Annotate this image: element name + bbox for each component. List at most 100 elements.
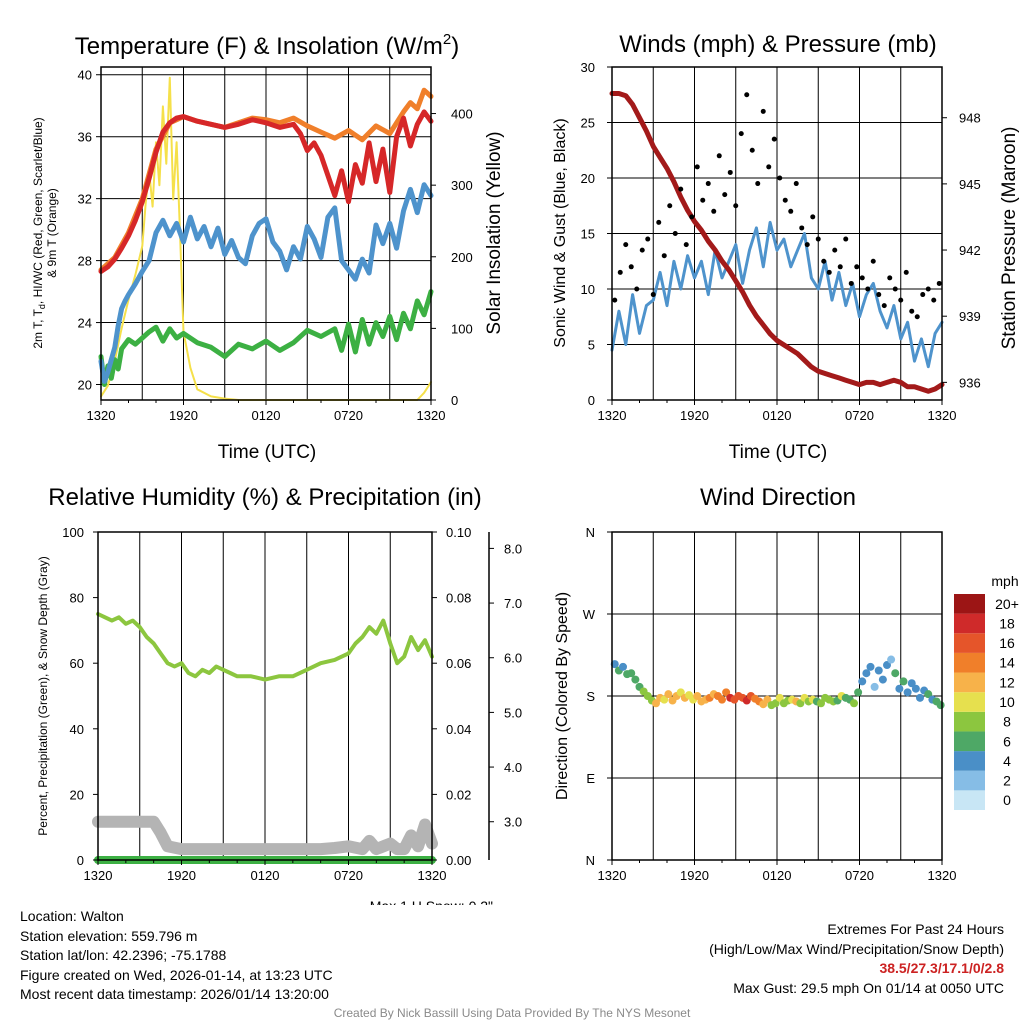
direction-point bbox=[903, 688, 912, 697]
x-tick-label: 1320 bbox=[598, 868, 627, 883]
y3-tick-label: 3.0 bbox=[504, 815, 522, 830]
y-tick-label: 10 bbox=[581, 282, 595, 297]
y2-tick-label: 0.00 bbox=[446, 853, 471, 868]
y-tick-label: 20 bbox=[581, 171, 595, 186]
y2-tick-label: 400 bbox=[451, 107, 473, 122]
direction-point bbox=[664, 690, 673, 699]
direction-point bbox=[619, 662, 627, 671]
direction-point bbox=[862, 669, 871, 678]
y3-tick-label: 8.0 bbox=[504, 541, 522, 556]
station-location: Location: Walton bbox=[20, 908, 124, 924]
direction-point bbox=[866, 662, 875, 671]
x-tick-label: 0120 bbox=[763, 868, 792, 883]
gust-dot bbox=[722, 192, 728, 198]
y-tick-label: 0 bbox=[588, 393, 595, 408]
y-tick-label: 32 bbox=[78, 192, 92, 207]
gust-dot bbox=[793, 181, 799, 187]
y-tick-label: 30 bbox=[581, 60, 595, 75]
direction-point bbox=[718, 695, 726, 704]
x-tick-label: 1320 bbox=[598, 408, 627, 423]
y-axis-label: Percent, Precipitation (Green), & Snow D… bbox=[36, 556, 50, 835]
colorbar-swatch bbox=[954, 652, 985, 673]
gust-dot bbox=[744, 92, 750, 98]
x-axis-label: Time (UTC) bbox=[218, 442, 317, 463]
figure-created: Figure created on Wed, 2026-01-14, at 13… bbox=[20, 966, 333, 983]
x-tick-label: 0120 bbox=[251, 868, 280, 883]
y2-axis-label: Station Pressure (Maroon) bbox=[999, 127, 1020, 350]
y2-tick-label: 942 bbox=[959, 243, 981, 258]
colorbar-swatch bbox=[954, 731, 985, 752]
y-tick-label: N bbox=[586, 853, 595, 868]
gust-dot bbox=[854, 264, 860, 270]
y-axis-label: 2m T, Td, HI/WC (Red, Green, Scarlet/Blu… bbox=[31, 117, 47, 348]
direction-point bbox=[899, 677, 908, 686]
gust-dot bbox=[716, 153, 722, 159]
x-tick-label: 0120 bbox=[763, 408, 792, 423]
colorbar-label: 8 bbox=[1003, 714, 1011, 730]
y-tick-label: 28 bbox=[78, 254, 92, 269]
gust-dot bbox=[909, 308, 915, 314]
colorbar-label: 20+ bbox=[995, 596, 1019, 612]
y-axis-label: Direction (Colored By Speed) bbox=[554, 592, 571, 800]
y-tick-label: 24 bbox=[78, 316, 92, 331]
y2-tick-label: 0.10 bbox=[446, 525, 471, 540]
direction-point bbox=[883, 661, 891, 670]
x-tick-label: 0120 bbox=[252, 408, 281, 423]
gust-dot bbox=[832, 247, 838, 253]
y-tick-label: 25 bbox=[581, 116, 595, 131]
y2-tick-label: 0.02 bbox=[446, 787, 471, 802]
gust-dot bbox=[848, 280, 854, 286]
colorbar-label: 4 bbox=[1003, 753, 1011, 769]
y-tick-label: S bbox=[586, 689, 595, 704]
gust-dot bbox=[650, 292, 656, 298]
direction-point bbox=[796, 699, 805, 708]
y3-tick-label: 4.0 bbox=[504, 760, 522, 775]
temperature-insolation-chart: Temperature (F) & Insolation (W/m2) 20 24 2… bbox=[31, 31, 505, 463]
gust-dot bbox=[733, 203, 739, 209]
station-info: Location: Walton Station elevation: 559.… bbox=[20, 907, 333, 1005]
gust-dot bbox=[667, 203, 673, 209]
x-tick-label: 0720 bbox=[845, 868, 874, 883]
y2-axis-label: Solar Insolation (Yellow) bbox=[484, 131, 505, 334]
gust-dot bbox=[870, 258, 876, 264]
y2-tick-label: 100 bbox=[451, 321, 473, 336]
colorbar-swatch bbox=[954, 751, 985, 771]
gust-dot bbox=[656, 219, 662, 225]
chart-title: Wind Direction bbox=[700, 484, 856, 511]
gust-dot bbox=[694, 164, 700, 170]
x-axis-label: Time (UTC) bbox=[729, 442, 828, 463]
gust-dot bbox=[925, 286, 931, 292]
station-latlon: Station lat/lon: 42.2396; -75.1788 bbox=[20, 947, 227, 963]
colorbar-swatch bbox=[954, 711, 985, 732]
gust-dot bbox=[887, 275, 893, 281]
colorbar-swatch bbox=[954, 790, 985, 810]
y2-tick-label: 0.04 bbox=[446, 722, 471, 737]
x-tick-label: 1920 bbox=[680, 868, 709, 883]
direction-point bbox=[631, 675, 640, 684]
direction-point bbox=[916, 693, 924, 702]
x-tick-label: 1320 bbox=[84, 868, 113, 883]
y2-tick-label: 0.06 bbox=[446, 656, 471, 671]
gust-dot bbox=[771, 136, 777, 142]
gust-dot bbox=[892, 286, 898, 292]
gust-dot bbox=[623, 242, 629, 248]
gust-dot bbox=[920, 292, 926, 298]
y2-tick-label: 948 bbox=[959, 111, 981, 126]
gust-dot bbox=[876, 292, 882, 298]
gust-dot bbox=[727, 169, 733, 175]
gust-dot bbox=[931, 297, 937, 303]
direction-point bbox=[936, 701, 945, 710]
y-tick-label: 5 bbox=[588, 338, 595, 353]
y-tick-label: 15 bbox=[581, 227, 595, 242]
direction-point bbox=[924, 690, 933, 699]
gust-dot bbox=[936, 280, 942, 286]
chart-title: Relative Humidity (%) & Precipitation (i… bbox=[48, 484, 481, 511]
x-tick-label: 0720 bbox=[845, 408, 874, 423]
y3-tick-label: 6.0 bbox=[504, 651, 522, 666]
extremes-legend: (High/Low/Max Wind/Precipitation/Snow De… bbox=[709, 940, 1004, 957]
direction-point bbox=[891, 669, 900, 678]
y-tick-label: 100 bbox=[62, 525, 84, 540]
chart-title: Winds (mph) & Pressure (mb) bbox=[619, 31, 936, 58]
y-tick-label: W bbox=[583, 607, 596, 622]
